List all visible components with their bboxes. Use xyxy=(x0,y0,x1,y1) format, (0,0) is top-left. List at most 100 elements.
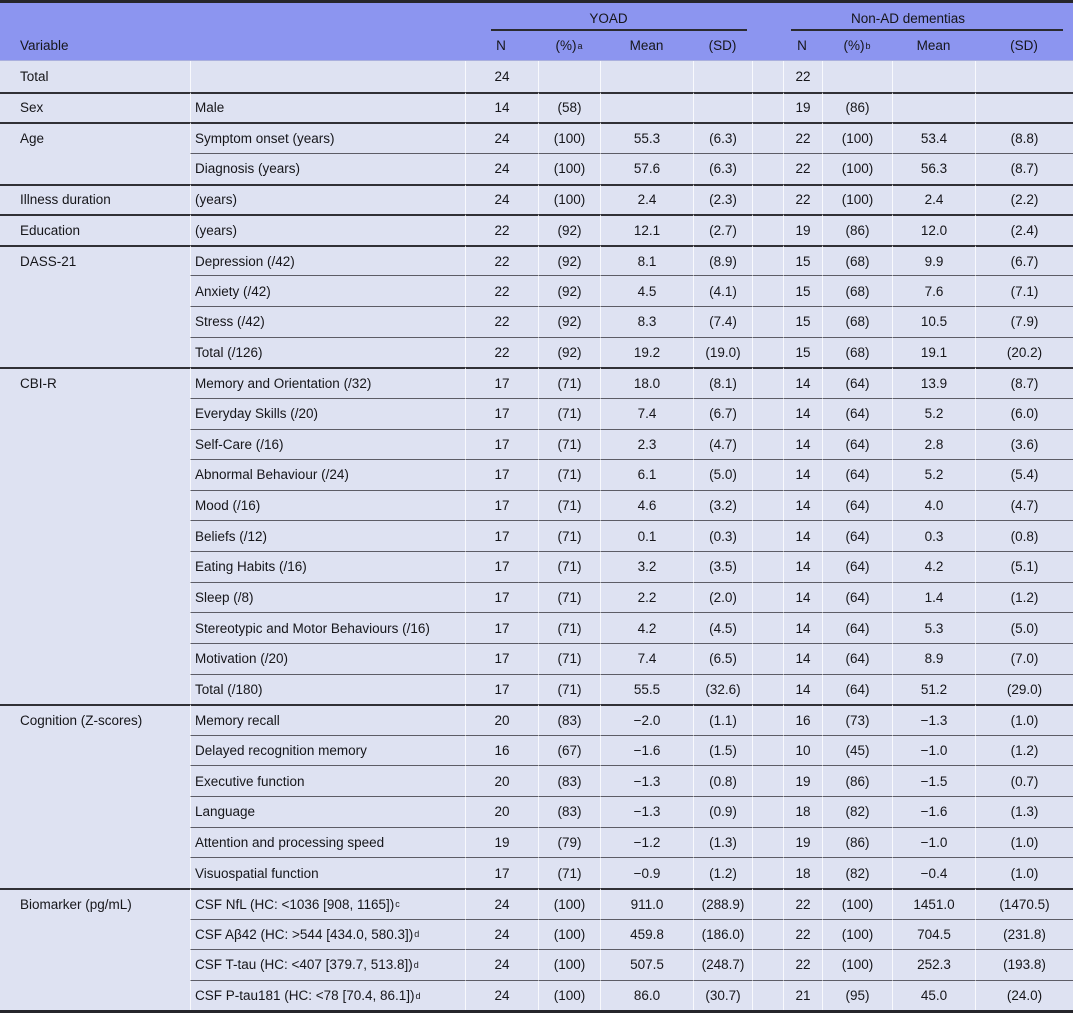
nonad-mean-cell: 5.3 xyxy=(892,612,975,643)
row-group-label: Total xyxy=(0,61,190,92)
group-gap-cell xyxy=(752,336,783,368)
row-group-label: Education xyxy=(0,214,190,245)
yoad-pct-cell: (100) xyxy=(538,122,600,153)
yoad-sd-cell: (32.6) xyxy=(693,673,752,705)
row-variable-text: (years) xyxy=(195,222,238,238)
row-group-label xyxy=(0,734,190,766)
yoad-sd-cell: (6.5) xyxy=(693,642,752,674)
yoad-n-cell: 24 xyxy=(465,979,538,1011)
nonad-n-cell: 22 xyxy=(783,122,822,153)
group-gap-cell xyxy=(752,796,783,827)
row-variable-label: (years) xyxy=(190,183,465,215)
nonad-pct-cell: (82) xyxy=(822,857,892,888)
row-group-label xyxy=(0,857,190,888)
row-group-label xyxy=(0,673,190,705)
row-group-label xyxy=(0,765,190,796)
nonad-sd-cell: (1.2) xyxy=(975,734,1073,766)
yoad-pct-cell: (92) xyxy=(538,214,600,245)
row-variable-text: CSF P-tau181 (HC: <78 [70.4, 86.1]) xyxy=(195,988,415,1004)
yoad-mean-cell: 55.3 xyxy=(600,122,693,153)
yoad-pct-cell: (92) xyxy=(538,244,600,276)
yoad-mean-cell: 7.4 xyxy=(600,397,693,429)
row-variable-label: CSF T-tau (HC: <407 [379.7, 513.8]) d xyxy=(190,949,465,980)
yoad-sd-cell: (4.5) xyxy=(693,612,752,643)
group-gap-cell xyxy=(752,581,783,613)
yoad-mean-cell: −2.0 xyxy=(600,704,693,735)
yoad-n-cell: 24 xyxy=(465,918,538,950)
row-variable-label: Anxiety (/42) xyxy=(190,275,465,306)
yoad-n-cell: 22 xyxy=(465,244,538,276)
yoad-sd-cell: (2.0) xyxy=(693,581,752,613)
row-group-label xyxy=(0,581,190,613)
yoad-pct-cell: (71) xyxy=(538,489,600,521)
row-variable-label: Total (/126) xyxy=(190,336,465,368)
yoad-pct-cell: (100) xyxy=(538,918,600,950)
nonad-n-cell: 14 xyxy=(783,428,822,460)
group-gap-cell xyxy=(752,520,783,551)
yoad-sd-cell: (1.5) xyxy=(693,734,752,766)
row-variable-label: Language xyxy=(190,796,465,827)
nonad-sd-cell: (3.6) xyxy=(975,428,1073,460)
yoad-mean-cell: 911.0 xyxy=(600,887,693,919)
row-group-label xyxy=(0,918,190,950)
group-gap-cell xyxy=(752,459,783,490)
row-variable-label: Symptom onset (years) xyxy=(190,122,465,153)
nonad-n-cell: 15 xyxy=(783,275,822,306)
yoad-mean-cell: 0.1 xyxy=(600,520,693,551)
yoad-pct-cell: (71) xyxy=(538,367,600,398)
yoad-sd-cell: (6.7) xyxy=(693,397,752,429)
yoad-n-cell: 22 xyxy=(465,306,538,337)
row-variable-text: Visuospatial function xyxy=(195,865,319,881)
row-variable-text: CSF Aβ42 (HC: >544 [434.0, 580.3]) xyxy=(195,926,414,942)
nonad-sd-cell: (7.0) xyxy=(975,642,1073,674)
group-header-nonad: Non-AD dementias xyxy=(783,3,1073,31)
yoad-mean-cell: −0.9 xyxy=(600,857,693,888)
row-group-label: DASS-21 xyxy=(0,244,190,276)
group-gap-cell xyxy=(752,734,783,766)
nonad-n-cell: 16 xyxy=(783,704,822,735)
yoad-n-cell: 20 xyxy=(465,704,538,735)
row-variable-text: Male xyxy=(195,100,225,116)
yoad-sd-cell: (2.3) xyxy=(693,183,752,215)
nonad-pct-cell: (86) xyxy=(822,91,892,123)
yoad-mean-cell: −1.6 xyxy=(600,734,693,766)
yoad-mean-cell: 86.0 xyxy=(600,979,693,1011)
yoad-sd-cell: (3.5) xyxy=(693,551,752,582)
yoad-sd-cell: (4.7) xyxy=(693,428,752,460)
nonad-pct-cell: (64) xyxy=(822,459,892,490)
yoad-mean-cell: 8.1 xyxy=(600,244,693,276)
yoad-sd-cell: (8.1) xyxy=(693,367,752,398)
nonad-mean-cell: 13.9 xyxy=(892,367,975,398)
yoad-pct-cell: (71) xyxy=(538,459,600,490)
yoad-n-cell: 24 xyxy=(465,61,538,92)
group-gap-cell xyxy=(752,887,783,919)
nonad-n-cell: 19 xyxy=(783,826,822,858)
group-gap-cell xyxy=(752,642,783,674)
yoad-sd-cell: (1.3) xyxy=(693,826,752,858)
nonad-sd-cell: (0.8) xyxy=(975,520,1073,551)
row-group-label xyxy=(0,489,190,521)
nonad-pct-cell: (100) xyxy=(822,887,892,919)
row-variable-label: Sleep (/8) xyxy=(190,581,465,613)
yoad-sd-cell: (1.1) xyxy=(693,704,752,735)
nonad-mean-cell: 8.9 xyxy=(892,642,975,674)
nonad-sd-cell: (8.8) xyxy=(975,122,1073,153)
nonad-mean-cell: −1.5 xyxy=(892,765,975,796)
group-gap-cell xyxy=(752,826,783,858)
nonad-n-cell: 15 xyxy=(783,244,822,276)
nonad-n-cell: 22 xyxy=(783,61,822,92)
yoad-sd-cell: (30.7) xyxy=(693,979,752,1011)
yoad-mean-cell: −1.2 xyxy=(600,826,693,858)
row-group-label: Age xyxy=(0,122,190,153)
row-variable-label: CSF P-tau181 (HC: <78 [70.4, 86.1]) d xyxy=(190,979,465,1011)
nonad-pct-cell: (95) xyxy=(822,979,892,1011)
row-variable-text: Eating Habits (/16) xyxy=(195,559,307,575)
yoad-pct-cell: (71) xyxy=(538,397,600,429)
row-group-label: Cognition (Z-scores) xyxy=(0,704,190,735)
row-variable-text: (years) xyxy=(195,192,238,208)
yoad-mean-cell: 18.0 xyxy=(600,367,693,398)
row-group-label xyxy=(0,459,190,490)
nonad-mean-cell: 51.2 xyxy=(892,673,975,705)
nonad-pct-cell: (64) xyxy=(822,428,892,460)
